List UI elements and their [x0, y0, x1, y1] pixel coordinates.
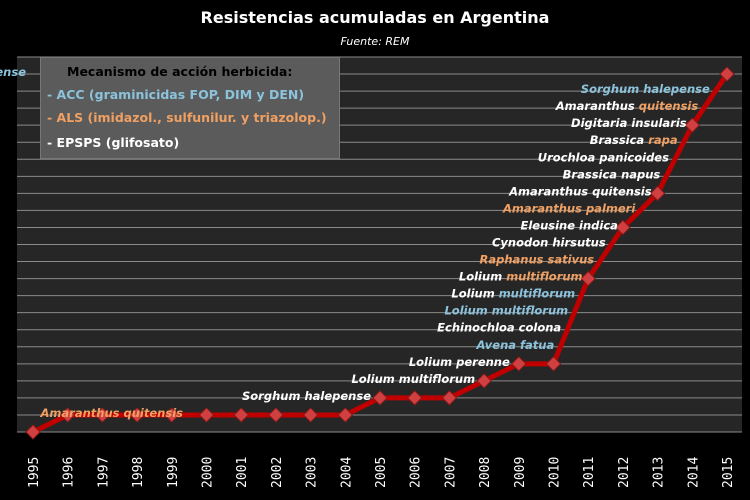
annotation-label: Lolium multiflorum [444, 304, 568, 318]
data-point-1996 [59, 407, 76, 423]
data-point-1995 [25, 424, 41, 440]
x-tick-label: 2011 [582, 457, 597, 488]
annotation-segment: Lolium multiflorum [351, 372, 475, 386]
annotation-label: Lolium multiflorum [459, 270, 583, 284]
annotation-label: Raphanus sativus [480, 253, 595, 267]
x-tick-label: 2015 [721, 457, 736, 488]
x-tick-label: 1999 [166, 457, 181, 488]
annotation-segment: multiflorum [506, 270, 582, 284]
annotation-segment: Lolium [459, 270, 506, 284]
annotation-label: Brassica rapa [590, 133, 678, 147]
chart-subtitle: Fuente: REM [340, 35, 410, 48]
annotation-label: Urochloa panicoides [538, 150, 669, 164]
annotation-label: Lolium multiflorum [451, 287, 575, 301]
annotation-label: Amaranthus quitensis [508, 184, 652, 198]
annotation-label: Sorghum halepense [581, 82, 710, 96]
data-point-2002 [268, 407, 284, 423]
legend-item-acc: - ACC (graminicidas FOP, DIM y DEN) [47, 87, 305, 102]
annotation-segment: Brassica napus [563, 167, 661, 181]
data-point-2015 [719, 66, 735, 82]
x-tick-label: 2003 [305, 457, 320, 488]
annotation-segment: rapa [648, 133, 678, 147]
data-point-1999 [164, 407, 180, 423]
annotation-label: Lolium perenne [409, 355, 510, 369]
annotation-label: Cynodon hirsutus [492, 236, 606, 250]
annotation-segment: Amaranthus quitensis [508, 184, 652, 198]
annotation-segment: quitensis [639, 99, 699, 113]
x-tick-label: 2001 [235, 457, 250, 488]
annotation-label: Avena fatua [476, 338, 555, 352]
annotation-segment: Echinochloa colona [437, 321, 561, 335]
data-point-2010 [545, 356, 562, 372]
annotation-label: Lolium multiflorum [351, 372, 475, 386]
x-tick-label: 2010 [548, 457, 563, 488]
annotation-label: Echinochloa colona [437, 321, 561, 335]
annotation-segment: Lolium multiflorum [444, 304, 568, 318]
annotation-segment: Raphanus sativus [480, 253, 595, 267]
annotation-segment: Amaranthus quitensis [40, 406, 184, 420]
data-point-1998 [129, 407, 145, 423]
x-tick-label: 2006 [409, 457, 424, 488]
legend-title: Mecanismo de acción herbicida: [67, 64, 293, 79]
annotation-label: Amaranthus quitensis [555, 99, 699, 113]
x-tick-label: 2002 [270, 457, 285, 488]
legend: Mecanismo de acción herbicida: - ACC (gr… [40, 57, 340, 159]
data-point-2008 [476, 373, 492, 389]
annotation-segment: Urochloa panicoides [538, 150, 669, 164]
x-tick-label: 2000 [201, 457, 216, 488]
annotation-segment: Lolium [451, 287, 498, 301]
data-point-1997 [94, 407, 111, 423]
x-tick-label: 2009 [513, 457, 528, 488]
data-point-2011 [580, 270, 596, 287]
x-tick-label: 2012 [617, 457, 632, 488]
data-point-2003 [302, 407, 319, 423]
x-tick-label: 1998 [131, 457, 146, 488]
x-tick-label: 1997 [96, 457, 111, 488]
data-point-2014 [684, 117, 701, 133]
x-tick-label: 1995 [27, 457, 42, 488]
data-point-2000 [198, 407, 215, 423]
annotation-label: Amaranthus palmeri [502, 201, 636, 215]
annotation-segment: Amaranthus [555, 99, 639, 113]
annotation-segment: Eleusine indica [520, 218, 618, 232]
annotation-segment: Lolium perenne [409, 355, 510, 369]
annotation-segment: Sorghum halepense [242, 389, 371, 403]
x-tick-label: 2008 [478, 457, 493, 488]
data-point-2001 [233, 407, 249, 423]
x-tick-label: 1996 [62, 457, 77, 488]
annotation-label: Sorghum halepense [0, 65, 26, 79]
x-tick-label: 2013 [652, 457, 667, 488]
annotation-segment: Cynodon hirsutus [492, 236, 606, 250]
annotation-label: Brassica napus [563, 167, 661, 181]
annotation-label: Eleusine indica [520, 218, 618, 232]
data-point-2012 [615, 219, 631, 236]
x-tick-label: 2014 [686, 457, 701, 488]
annotation-segment: halepense [0, 65, 26, 79]
annotation-segment: Amaranthus palmeri [502, 201, 636, 215]
chart-title: Resistencias acumuladas en Argentina [200, 8, 550, 27]
data-point-2005 [372, 390, 388, 406]
data-point-2004 [337, 407, 354, 423]
x-tick-label: 2004 [339, 457, 354, 488]
annotation-segment: Sorghum halepense [581, 82, 710, 96]
data-point-2007 [441, 390, 458, 406]
annotation-label: Digitaria insularis [571, 116, 687, 130]
annotation-segment: Brassica [590, 133, 648, 147]
annotation-segment: multiflorum [499, 287, 575, 301]
annotation-segment: Avena fatua [476, 338, 555, 352]
data-point-2013 [649, 185, 666, 202]
legend-item-als: - ALS (imidazol., sulfunilur. y triazolo… [47, 110, 327, 125]
annotation-label: Sorghum halepense [242, 389, 371, 403]
annotation-label: Amaranthus quitensis [40, 406, 184, 420]
x-tick-label: 2007 [443, 457, 458, 488]
x-tick-label: 2005 [374, 457, 389, 488]
data-point-2006 [406, 390, 423, 406]
annotation-segment: Digitaria insularis [571, 116, 687, 130]
data-point-2009 [511, 356, 527, 372]
legend-item-epsps: - EPSPS (glifosato) [47, 135, 180, 150]
